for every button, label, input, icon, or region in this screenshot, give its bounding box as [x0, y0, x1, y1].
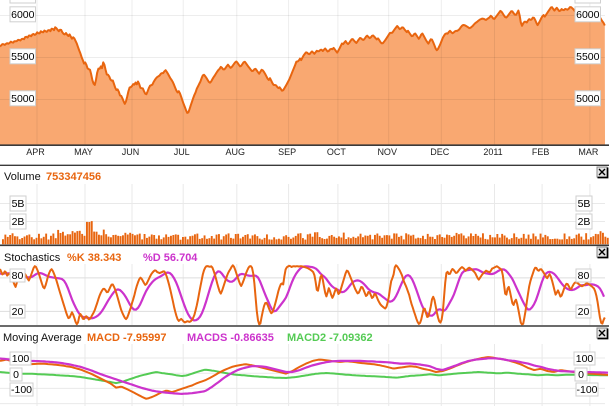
svg-text:2011: 2011 [483, 147, 502, 157]
svg-text:MACD2 -7.09362: MACD2 -7.09362 [287, 332, 373, 344]
svg-text:MAR: MAR [578, 147, 599, 157]
svg-text:100: 100 [576, 353, 594, 365]
svg-text:5000: 5000 [11, 93, 35, 105]
svg-text:0: 0 [578, 369, 584, 381]
svg-text:JUL: JUL [174, 147, 190, 157]
svg-text:MACD -7.95997: MACD -7.95997 [87, 332, 166, 344]
svg-text:6000: 6000 [576, 9, 600, 21]
svg-text:80: 80 [578, 270, 590, 282]
svg-text:SEP: SEP [278, 147, 296, 157]
svg-text:Volume: Volume [4, 171, 41, 183]
svg-text:JUN: JUN [122, 147, 140, 157]
svg-text:APR: APR [26, 147, 45, 157]
svg-text:6000: 6000 [11, 9, 35, 21]
svg-text:-100: -100 [11, 384, 32, 396]
svg-text:5B: 5B [578, 198, 591, 210]
svg-text:DEC: DEC [430, 147, 450, 157]
svg-text:Moving Average: Moving Average [3, 332, 82, 344]
svg-text:20: 20 [12, 306, 24, 318]
svg-text:OCT: OCT [327, 147, 347, 157]
svg-text:NOV: NOV [377, 147, 397, 157]
svg-text:80: 80 [12, 270, 24, 282]
svg-text:20: 20 [578, 306, 590, 318]
svg-text:FEB: FEB [532, 147, 550, 157]
svg-text:MAY: MAY [74, 147, 93, 157]
svg-text:753347456: 753347456 [46, 171, 101, 183]
svg-text:2B: 2B [12, 216, 25, 228]
svg-text:%D 56.704: %D 56.704 [143, 252, 198, 264]
svg-text:0: 0 [13, 369, 19, 381]
svg-text:2B: 2B [578, 216, 591, 228]
svg-text:AUG: AUG [226, 147, 246, 157]
svg-text:-100: -100 [576, 384, 597, 396]
svg-text:5000: 5000 [576, 93, 600, 105]
svg-text:%K 38.343: %K 38.343 [67, 252, 121, 264]
svg-text:5B: 5B [12, 198, 25, 210]
svg-text:5500: 5500 [576, 51, 600, 63]
svg-text:100: 100 [12, 353, 30, 365]
svg-text:MACDS -0.86635: MACDS -0.86635 [187, 332, 274, 344]
svg-text:5500: 5500 [11, 51, 35, 63]
svg-text:Stochastics: Stochastics [4, 252, 61, 264]
